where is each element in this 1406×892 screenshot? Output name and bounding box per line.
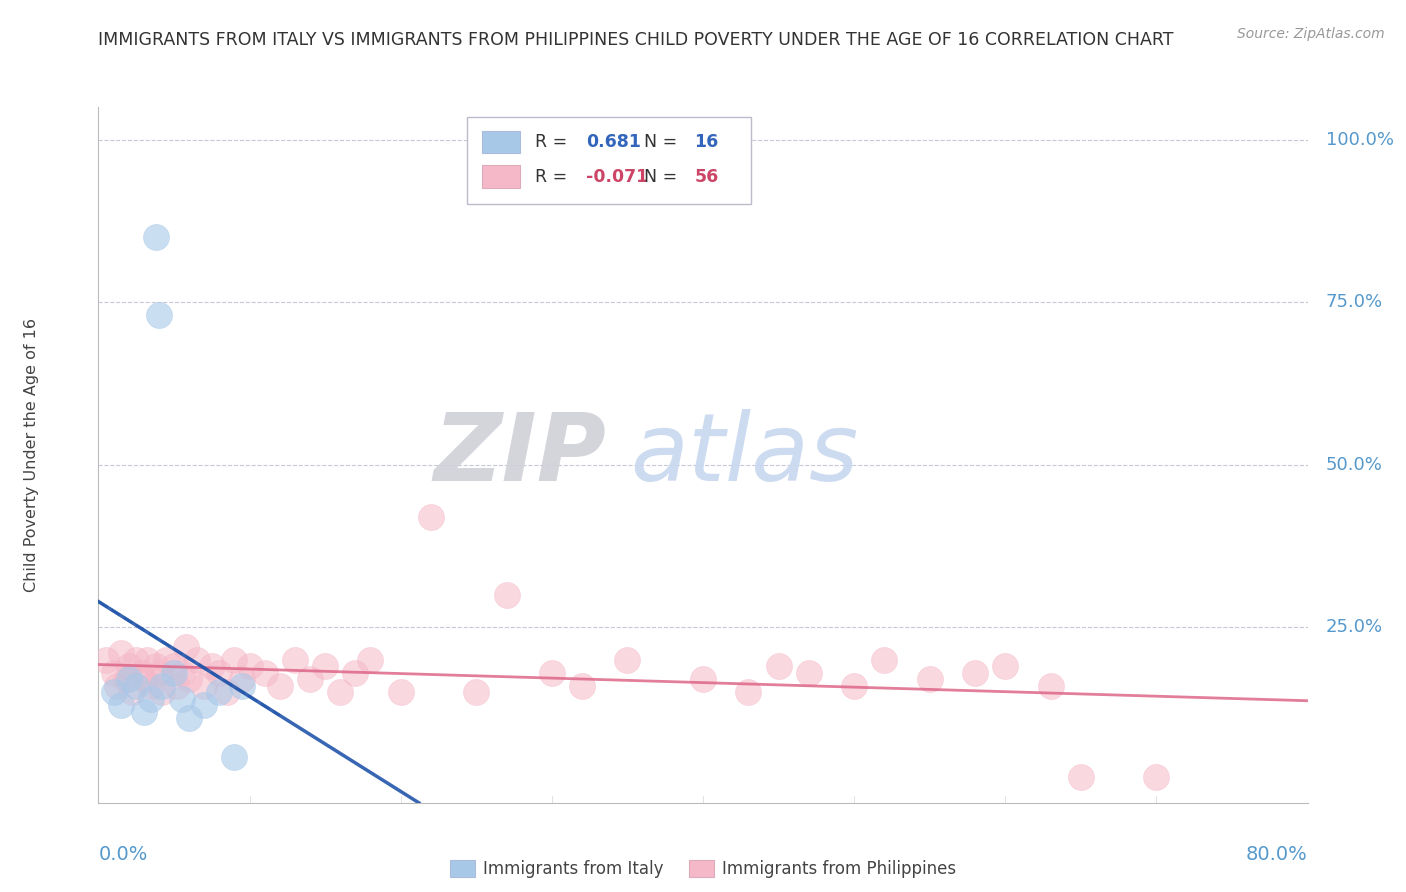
Point [103,685,125,699]
Point [965,665,987,680]
Point [150,679,173,693]
Point [299,672,322,686]
Point [231,672,253,686]
Point [239,659,262,673]
Point [1144,770,1167,784]
Point [193,698,215,713]
Point [314,659,336,673]
Point [129,665,152,680]
Point [329,685,352,699]
Text: N =: N = [644,133,682,151]
Point [918,672,941,686]
Point [163,659,186,673]
Point [121,685,143,699]
Point [174,640,197,654]
Text: R =: R = [534,133,572,151]
Point [284,653,307,667]
Text: -0.071: -0.071 [586,168,648,186]
Point [768,659,790,673]
Point [360,653,382,667]
Point [208,665,231,680]
Point [155,653,177,667]
Point [215,685,238,699]
Point [125,679,148,693]
Point [737,685,759,699]
Text: Child Poverty Under the Age of 16: Child Poverty Under the Age of 16 [24,318,39,592]
Point [389,685,412,699]
Point [145,659,167,673]
Point [132,705,155,719]
Text: ZIP: ZIP [433,409,606,501]
Point [186,653,208,667]
Point [540,665,562,680]
Point [170,691,193,706]
Point [94,653,117,667]
Point [692,672,714,686]
Point [103,665,125,680]
Point [269,679,291,693]
Point [873,653,896,667]
Point [208,685,231,699]
Text: 25.0%: 25.0% [1326,618,1384,636]
Point [1039,679,1062,693]
Point [135,653,157,667]
Text: 16: 16 [695,133,718,151]
Point [105,679,128,693]
Point [118,659,141,673]
Text: 0.0%: 0.0% [98,845,148,863]
Point [166,679,188,693]
Text: 100.0%: 100.0% [1326,130,1393,149]
Point [125,653,148,667]
Point [148,665,170,680]
Point [616,653,638,667]
FancyBboxPatch shape [467,118,751,204]
Point [419,509,441,524]
Text: 0.681: 0.681 [586,133,641,151]
Point [110,646,132,660]
Point [465,685,488,699]
Text: 56: 56 [695,168,718,186]
Point [253,665,276,680]
Point [844,679,866,693]
Bar [482,166,520,187]
Point [224,750,246,764]
Point [141,691,163,706]
Point [118,672,141,686]
Point [224,653,246,667]
Text: 80.0%: 80.0% [1246,845,1308,863]
Point [170,665,193,680]
Point [797,665,820,680]
Point [231,679,253,693]
Text: IMMIGRANTS FROM ITALY VS IMMIGRANTS FROM PHILIPPINES CHILD POVERTY UNDER THE AGE: IMMIGRANTS FROM ITALY VS IMMIGRANTS FROM… [98,31,1174,49]
Point [163,665,186,680]
Text: N =: N = [644,168,682,186]
Text: Source: ZipAtlas.com: Source: ZipAtlas.com [1237,27,1385,41]
Point [1070,770,1092,784]
Point [344,665,367,680]
Point [114,672,136,686]
Legend: Immigrants from Italy, Immigrants from Philippines: Immigrants from Italy, Immigrants from P… [443,854,963,885]
Point [177,711,201,725]
Point [132,672,155,686]
Point [193,679,215,693]
Point [150,685,173,699]
Point [177,672,201,686]
Bar [482,131,520,153]
Text: R =: R = [534,168,572,186]
Text: 75.0%: 75.0% [1326,293,1384,311]
Point [201,659,224,673]
Text: 50.0%: 50.0% [1326,456,1382,474]
Point [141,679,163,693]
Point [148,308,170,322]
Point [571,679,593,693]
Point [994,659,1017,673]
Text: atlas: atlas [630,409,859,500]
Point [110,698,132,713]
Point [145,230,167,244]
Point [495,588,517,602]
